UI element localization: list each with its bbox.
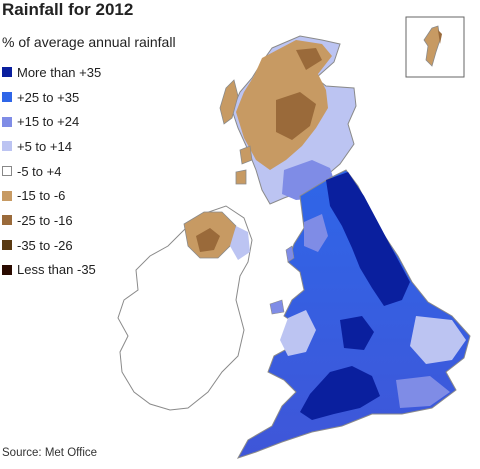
source-credit: Source: Met Office (2, 447, 98, 459)
legend-label: Less than -35 (17, 262, 96, 278)
northern-ireland-darker-area (196, 228, 220, 252)
anglesey (269, 299, 285, 315)
legend-swatch (2, 116, 12, 127)
legend-title: % of average annual rainfall (2, 34, 176, 50)
outer-hebrides (219, 79, 239, 125)
legend-item: +5 to +14 (2, 134, 101, 159)
legend-item: Less than -35 (2, 258, 101, 283)
northern-ireland-east-wet (230, 226, 250, 260)
legend-swatch (2, 141, 12, 152)
southeast-mid (396, 376, 450, 408)
legend-label: More than +35 (17, 64, 102, 80)
scotland-north-darker (296, 48, 322, 70)
legend-label: +15 to +24 (17, 114, 80, 130)
legend-item: +15 to +24 (2, 109, 101, 134)
legend-item: -35 to -26 (2, 233, 101, 258)
legend-item: -25 to -16 (2, 208, 101, 233)
legend-swatch (2, 166, 12, 177)
scotland-highland-darker (276, 92, 316, 140)
legend-swatch (2, 92, 12, 103)
northern-england-very-wet (326, 172, 410, 306)
southwest-very-wet (300, 366, 380, 420)
east-anglia-lighter (410, 316, 466, 364)
legend-item: +25 to +35 (2, 85, 101, 110)
inner-isles (235, 145, 253, 185)
isle-of-man (285, 245, 295, 263)
legend: More than +35 +25 to +35 +15 to +24 +5 t… (2, 60, 101, 282)
legend-label: -25 to -16 (17, 212, 73, 228)
legend-swatch (2, 190, 12, 201)
legend-label: -15 to -6 (17, 188, 66, 204)
legend-item: More than +35 (2, 60, 101, 85)
cumbria-lighter (304, 214, 328, 252)
legend-label: -35 to -26 (17, 237, 73, 253)
shetland-islands-detail (438, 30, 442, 44)
legend-swatch (2, 264, 12, 275)
legend-swatch (2, 240, 12, 251)
legend-item: -5 to +4 (2, 159, 101, 184)
legend-item: -15 to -6 (2, 183, 101, 208)
legend-label: -5 to +4 (17, 163, 62, 179)
legend-swatch (2, 67, 12, 78)
legend-swatch (2, 215, 12, 226)
wales-lighter (280, 310, 316, 356)
map-title: Rainfall for 2012 (2, 0, 134, 19)
legend-label: +5 to +14 (17, 138, 72, 154)
legend-label: +25 to +35 (17, 89, 80, 105)
midlands-very-wet (340, 316, 374, 350)
